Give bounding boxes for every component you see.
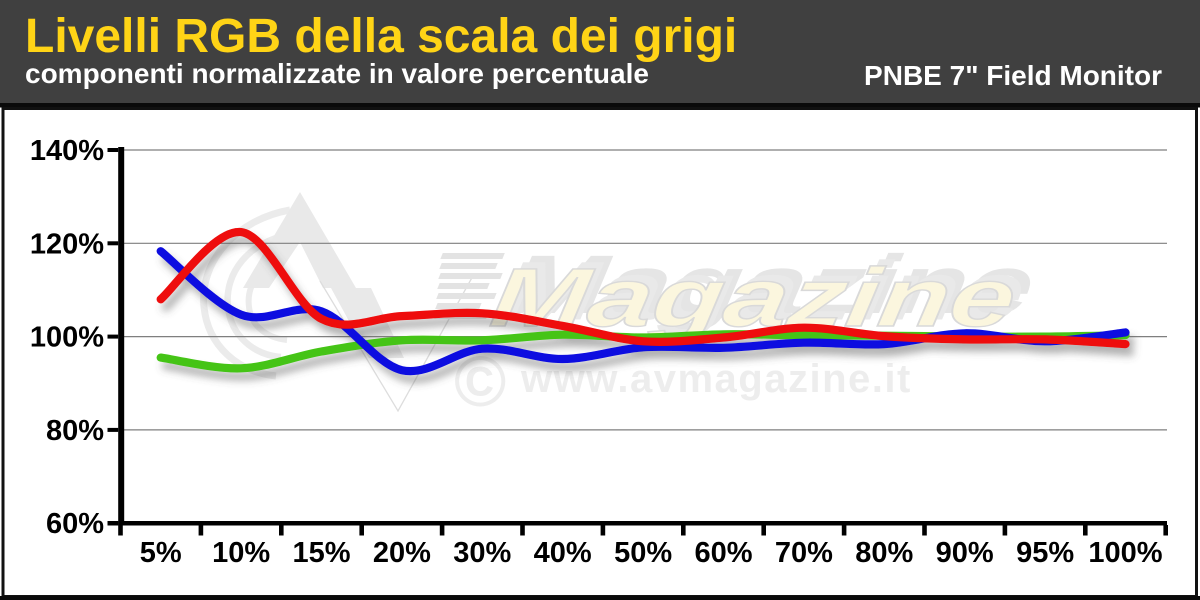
svg-text:5%: 5% [140,537,182,569]
svg-text:60%: 60% [46,508,104,540]
svg-text:PNBE 7" Field Monitor: PNBE 7" Field Monitor [864,60,1162,91]
svg-text:100%: 100% [1088,537,1162,569]
svg-text:Magazine: Magazine [494,245,1031,338]
svg-text:140%: 140% [30,135,104,167]
svg-text:50%: 50% [614,537,672,569]
svg-text:120%: 120% [30,228,104,260]
svg-text:40%: 40% [534,537,592,569]
svg-text:90%: 90% [936,537,994,569]
svg-text:60%: 60% [694,537,752,569]
svg-text:componenti normalizzate in val: componenti normalizzate in valore percen… [25,58,649,89]
svg-text:95%: 95% [1016,537,1074,569]
svg-text:Magazine: Magazine [503,238,1040,331]
svg-text:20%: 20% [373,537,431,569]
svg-text:15%: 15% [292,537,350,569]
svg-text:www.avmagazine.it: www.avmagazine.it [520,357,912,401]
svg-text:100%: 100% [30,322,104,354]
svg-text:Livelli RGB della scala dei gr: Livelli RGB della scala dei grigi [25,10,737,63]
svg-text:10%: 10% [212,537,270,569]
svg-text:80%: 80% [855,537,913,569]
svg-text:70%: 70% [775,537,833,569]
svg-text:80%: 80% [46,415,104,447]
svg-text:30%: 30% [453,537,511,569]
